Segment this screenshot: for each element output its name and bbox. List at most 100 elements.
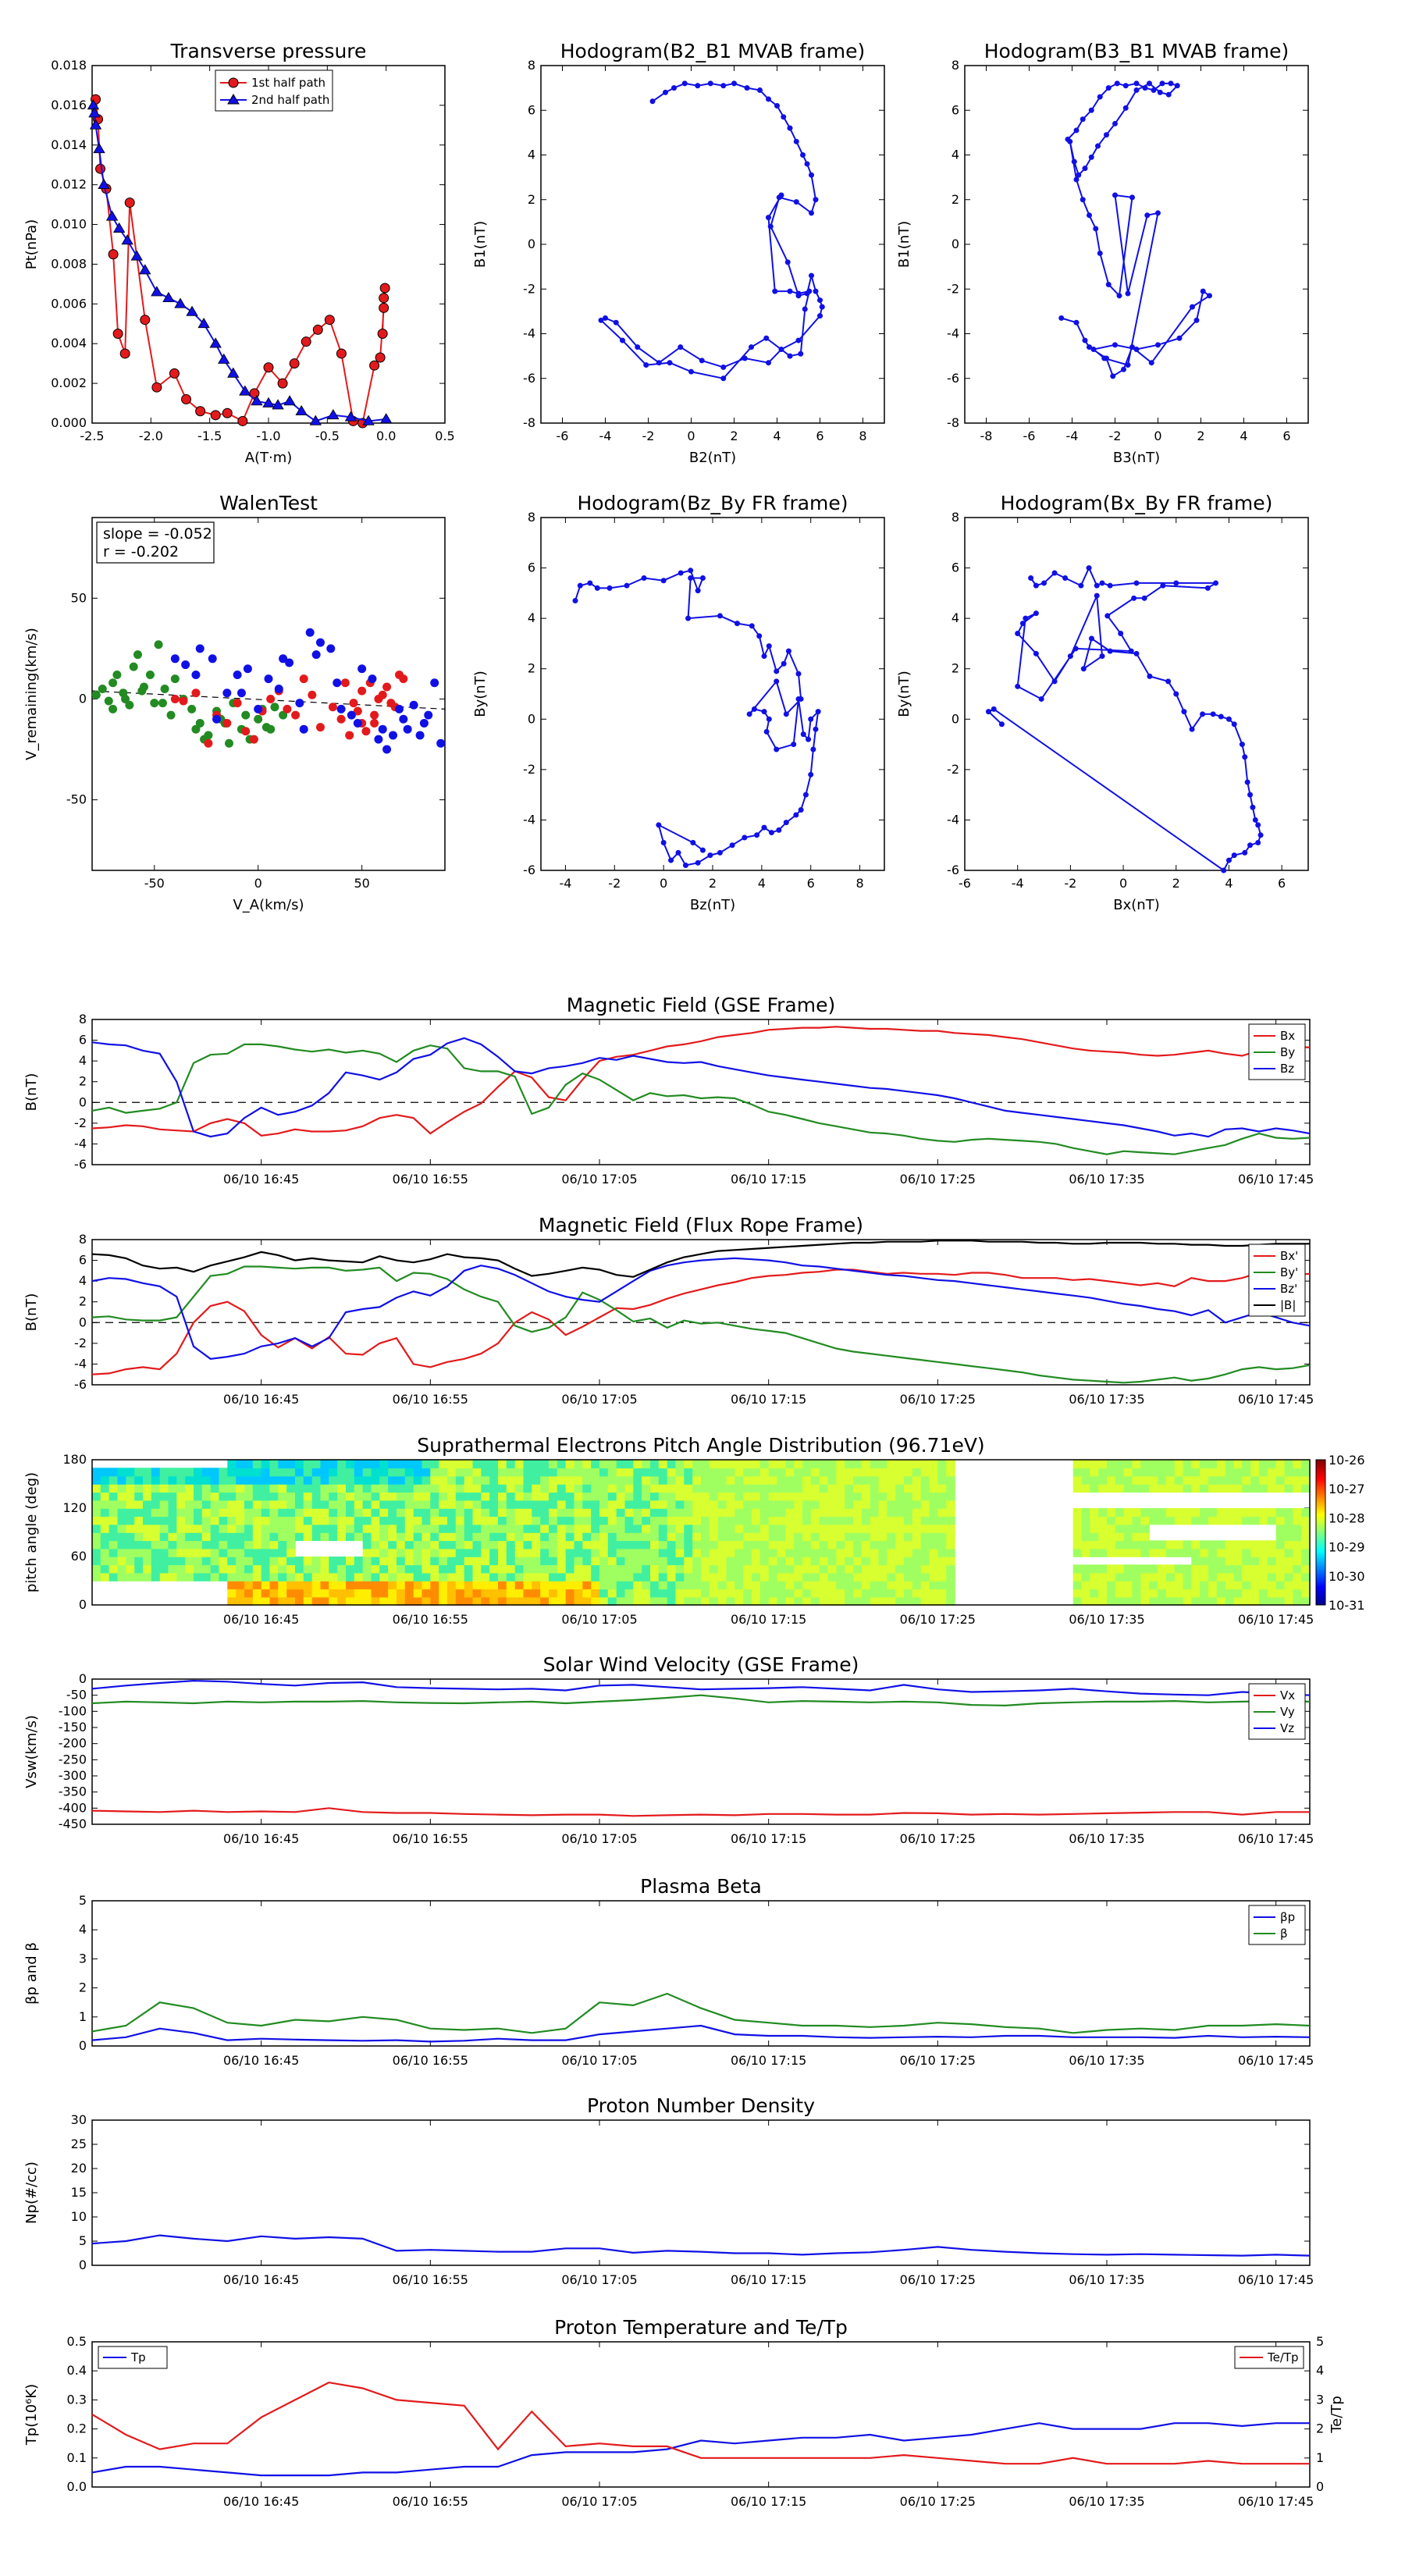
- pad-cell: [1072, 1468, 1083, 1477]
- pad-cell: [1090, 1468, 1099, 1477]
- h2-marker: [1176, 335, 1183, 341]
- walen-point-green: [91, 690, 101, 699]
- pad-cell: [371, 1508, 381, 1517]
- h1-marker: [720, 375, 727, 382]
- pad-cell: [599, 1581, 609, 1590]
- h4-marker: [1015, 683, 1021, 689]
- pad-cell: [1174, 1589, 1184, 1598]
- pad-cell: [650, 1572, 660, 1582]
- walen-annotation-box: [96, 521, 215, 564]
- pad-cell: [176, 1516, 186, 1525]
- pad-cell: [464, 1500, 474, 1509]
- pad-cell: [159, 1532, 169, 1542]
- pad-colorbar-label: 10-27: [1329, 1482, 1365, 1496]
- pad-cell: [1072, 1532, 1083, 1542]
- h3-ytick-label: -2: [523, 762, 535, 777]
- pad-cell: [320, 1508, 330, 1517]
- mf_fr-time-label: 06/10 17:05: [561, 1392, 637, 1407]
- pad-time-label: 06/10 16:55: [393, 1612, 468, 1627]
- pad-cell: [1250, 1596, 1260, 1606]
- pad-cell: [912, 1572, 922, 1582]
- pad-cell: [929, 1492, 939, 1501]
- pad-cell: [362, 1596, 372, 1606]
- pad-cell: [904, 1557, 913, 1566]
- pad-cell: [1233, 1468, 1243, 1477]
- pad-cell: [108, 1548, 119, 1557]
- h3-xlabel: Bz(nT): [690, 897, 735, 913]
- pad-cell: [379, 1589, 389, 1598]
- pad-cell: [1115, 1564, 1125, 1574]
- pad-cell: [532, 1572, 541, 1582]
- pad-cell: [785, 1564, 795, 1574]
- h3-marker: [766, 643, 772, 649]
- pad-cell: [735, 1548, 744, 1557]
- h2-marker: [1095, 143, 1101, 149]
- pad-cell: [684, 1460, 693, 1469]
- pad-cell: [591, 1500, 600, 1509]
- pad-cell: [701, 1468, 710, 1477]
- tp-ytick-label: 0.014: [51, 137, 87, 152]
- pad-cell: [413, 1596, 423, 1606]
- pad-cell: [810, 1557, 820, 1566]
- temp-ytick-right-label: 4: [1316, 2363, 1324, 2378]
- pad-cell: [1242, 1540, 1251, 1550]
- pad-cell: [819, 1516, 829, 1525]
- pad-cell: [303, 1564, 313, 1574]
- pad-cell: [726, 1508, 736, 1517]
- pad-cell: [439, 1581, 448, 1590]
- pad-cell: [1233, 1460, 1243, 1469]
- pad-cell: [887, 1581, 896, 1590]
- pad-cell: [1123, 1532, 1133, 1542]
- pad-cell: [870, 1589, 880, 1598]
- pad-cell: [658, 1492, 668, 1501]
- pad-cell: [929, 1484, 939, 1493]
- pad-cell: [117, 1468, 127, 1477]
- pad-cell: [904, 1572, 913, 1582]
- pad-cell: [684, 1524, 693, 1533]
- pad-cell: [201, 1475, 212, 1485]
- pad-cell: [887, 1516, 896, 1525]
- pad-cell: [498, 1500, 507, 1509]
- pad-cell: [853, 1589, 863, 1598]
- pad-cell: [514, 1516, 525, 1525]
- pad-cell: [1183, 1572, 1193, 1582]
- pad-cell: [642, 1564, 651, 1574]
- pad-cell: [329, 1508, 338, 1517]
- pad-cell: [278, 1484, 287, 1493]
- h4-marker: [1160, 582, 1166, 589]
- pad-cell: [439, 1484, 448, 1493]
- walen-point-blue: [264, 674, 273, 684]
- pad-cell: [1107, 1475, 1116, 1485]
- pad-cell: [616, 1524, 626, 1533]
- pad-cell: [1158, 1516, 1167, 1525]
- pad-cell: [1200, 1475, 1209, 1485]
- pad-cell: [1158, 1460, 1167, 1469]
- pad-cell: [591, 1475, 600, 1485]
- h4-series-line: [987, 566, 1262, 872]
- pad-cell: [1267, 1468, 1277, 1477]
- pad-cell: [498, 1516, 507, 1525]
- pad-cell: [455, 1557, 465, 1566]
- pad-cell: [667, 1500, 677, 1509]
- pad-cell: [117, 1516, 127, 1525]
- pad-cell: [329, 1468, 338, 1477]
- pad-cell: [735, 1492, 744, 1501]
- pad-cell: [1081, 1548, 1091, 1557]
- mf_fr-time-label: 06/10 17:35: [1069, 1392, 1144, 1407]
- temp-title: Proton Temperature and Te/Tp: [554, 2316, 848, 2339]
- pad-cell: [836, 1524, 845, 1533]
- h3-marker: [678, 570, 684, 576]
- pad-cell: [371, 1589, 381, 1598]
- pad-cell: [362, 1484, 372, 1493]
- h2-marker: [1110, 373, 1116, 379]
- pad-cell: [1090, 1572, 1099, 1582]
- pad-cell: [777, 1596, 787, 1606]
- h2-xtick-label: 6: [1282, 429, 1290, 443]
- h2-xlabel: B3(nT): [1113, 450, 1160, 466]
- pad-cell: [1275, 1516, 1286, 1525]
- pad-cell: [633, 1581, 642, 1590]
- pad-cell: [624, 1460, 635, 1469]
- pad-cell: [523, 1540, 533, 1550]
- h2-ytick-label: 0: [951, 237, 959, 251]
- pad-cell: [642, 1516, 651, 1525]
